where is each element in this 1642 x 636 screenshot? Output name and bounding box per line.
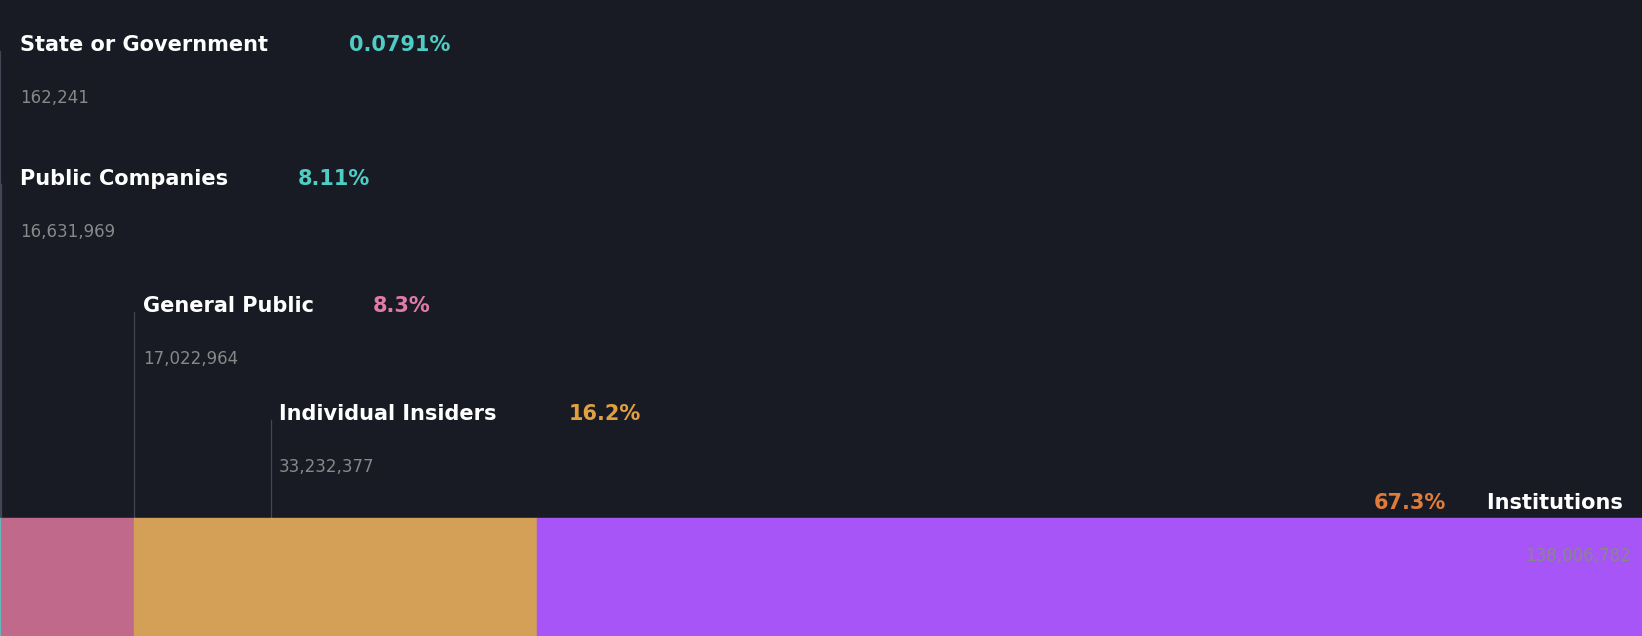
Bar <box>271 518 537 636</box>
Text: 0.0791%: 0.0791% <box>350 35 450 55</box>
Text: 17,022,964: 17,022,964 <box>143 350 238 368</box>
Text: Public Companies: Public Companies <box>20 169 235 188</box>
Bar <box>2 518 135 636</box>
Text: Institutions: Institutions <box>1488 493 1631 513</box>
Text: 67.3%: 67.3% <box>1374 493 1447 513</box>
Text: 16,631,969: 16,631,969 <box>20 223 115 240</box>
Text: 16.2%: 16.2% <box>570 404 642 424</box>
Bar <box>537 518 1642 636</box>
Text: 162,241: 162,241 <box>20 89 89 107</box>
Text: 33,232,377: 33,232,377 <box>279 458 374 476</box>
Text: 8.3%: 8.3% <box>373 296 430 315</box>
Bar <box>135 518 271 636</box>
Text: State or Government: State or Government <box>20 35 274 55</box>
Text: 8.11%: 8.11% <box>297 169 369 188</box>
Text: 138,006,782: 138,006,782 <box>1525 547 1631 565</box>
Text: General Public: General Public <box>143 296 320 315</box>
Text: Individual Insiders: Individual Insiders <box>279 404 504 424</box>
